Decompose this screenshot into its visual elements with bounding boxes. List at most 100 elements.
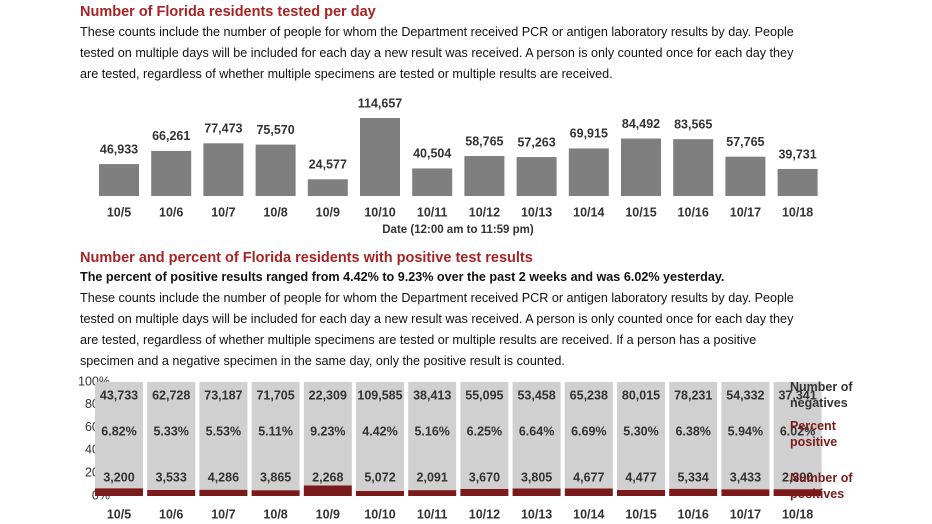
subtitle: The percent of positive results ranged f… <box>80 270 725 284</box>
bar-segment <box>147 489 196 496</box>
bar-segment <box>669 488 718 496</box>
bar-segment <box>147 382 196 490</box>
percent-label: 6.82% <box>101 424 136 438</box>
data-label: 5,334 <box>678 470 709 484</box>
x-tick-label: 10/14 <box>573 507 604 521</box>
bar-segment <box>95 382 143 489</box>
data-label: 58,765 <box>465 134 503 148</box>
x-tick-label: 10/11 <box>417 205 448 219</box>
bar <box>673 139 714 196</box>
x-tick-label: 10/7 <box>211 205 235 219</box>
description: These counts include the number of peopl… <box>80 25 794 81</box>
x-tick-label: 10/10 <box>364 507 395 521</box>
description: These counts include the number of peopl… <box>80 291 794 368</box>
data-label: 73,187 <box>204 388 242 402</box>
percent-label: 6.38% <box>675 424 710 438</box>
data-label: 22,309 <box>309 388 347 402</box>
data-label: 39,731 <box>778 147 816 161</box>
data-label: 80,015 <box>622 388 660 402</box>
data-label: 43,733 <box>100 388 138 402</box>
percent-label: 5.11% <box>258 424 293 438</box>
percent-label: 6.02% <box>780 424 815 438</box>
x-tick-label: 10/18 <box>782 507 813 521</box>
data-label: 77,473 <box>204 122 242 136</box>
data-label: 2,091 <box>417 470 448 484</box>
bar-segment <box>251 490 300 496</box>
bar <box>151 150 192 196</box>
percent-label: 6.64% <box>519 424 554 438</box>
bar <box>307 179 348 196</box>
bar <box>255 144 296 196</box>
x-tick-label: 10/15 <box>625 507 656 521</box>
percent-label: 6.69% <box>571 424 606 438</box>
chart-title: Number and percent of Florida residents … <box>80 250 533 266</box>
x-tick-label: 10/17 <box>730 507 761 521</box>
bar-segment <box>356 382 404 491</box>
data-label: 71,705 <box>256 388 294 402</box>
x-tick-label: 10/17 <box>730 205 761 219</box>
x-tick-label: 10/11 <box>417 507 448 521</box>
data-label: 2,268 <box>312 470 343 484</box>
data-label: 109,585 <box>357 388 402 402</box>
data-label: 38,413 <box>413 388 451 402</box>
bar-segment <box>721 382 770 490</box>
data-label: 37,341 <box>778 388 816 402</box>
bar-segment <box>512 488 561 496</box>
bar <box>203 143 244 196</box>
data-label: 2,390 <box>782 470 813 484</box>
x-axis-label: Date (12:00 am to 11:59 pm) <box>382 224 534 236</box>
bar <box>621 138 661 196</box>
bar-segment <box>199 382 248 490</box>
data-label: 53,458 <box>517 388 555 402</box>
data-label: 62,728 <box>152 388 190 402</box>
data-label: 57,263 <box>517 135 555 149</box>
bar-segment <box>721 489 770 496</box>
x-tick-label: 10/16 <box>678 507 709 521</box>
bar-segment <box>564 382 613 489</box>
bar <box>99 164 139 196</box>
bar-segment <box>773 489 822 496</box>
data-label: 114,657 <box>358 96 403 110</box>
x-tick-label: 10/9 <box>316 507 340 521</box>
x-tick-label: 10/18 <box>782 205 813 219</box>
data-label: 3,670 <box>469 470 500 484</box>
bar-segment <box>303 382 352 486</box>
bar-segment <box>617 382 665 490</box>
percent-label: 6.25% <box>467 424 502 438</box>
data-label: 40,504 <box>413 147 451 161</box>
data-label: 75,570 <box>256 123 294 137</box>
data-label: 83,565 <box>674 117 712 131</box>
x-tick-label: 10/8 <box>263 507 287 521</box>
bar-segment <box>564 488 613 496</box>
bar-segment <box>617 489 665 496</box>
percent-label: 5.53% <box>206 424 241 438</box>
bar-segment <box>408 382 457 491</box>
data-label: 69,915 <box>570 127 608 141</box>
bar <box>777 168 818 196</box>
bar-segment <box>408 490 457 496</box>
data-label: 3,433 <box>730 470 761 484</box>
data-label: 46,933 <box>100 142 138 156</box>
bar-segment <box>356 490 404 496</box>
x-tick-label: 10/12 <box>469 205 500 219</box>
bar-segment <box>512 382 561 489</box>
bar <box>568 148 609 196</box>
x-tick-label: 10/9 <box>316 205 340 219</box>
data-label: 4,477 <box>625 470 656 484</box>
data-label: 4,286 <box>208 470 239 484</box>
x-tick-label: 10/14 <box>573 205 604 219</box>
bar <box>360 118 400 196</box>
x-tick-label: 10/7 <box>211 507 235 521</box>
bar-segment <box>669 382 718 489</box>
bar <box>464 156 505 196</box>
data-label: 84,492 <box>622 117 660 131</box>
data-label: 3,200 <box>103 470 134 484</box>
x-tick-label: 10/12 <box>469 507 500 521</box>
data-label: 65,238 <box>570 388 608 402</box>
bar <box>725 156 766 196</box>
percent-label: 5.94% <box>728 424 763 438</box>
data-label: 3,533 <box>156 470 187 484</box>
bar <box>516 157 557 196</box>
